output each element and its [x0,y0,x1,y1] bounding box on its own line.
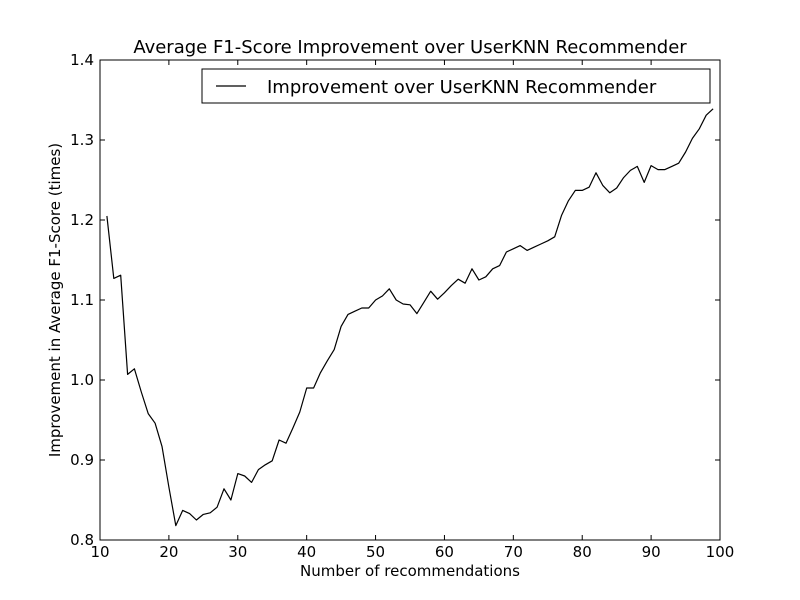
plot-frame [99,59,721,541]
x-axis-ticks: 10 20 30 40 50 60 70 80 90 100 [90,60,734,561]
legend-label: Improvement over UserKNN Recommender [267,77,657,98]
plot-area [100,60,720,540]
legend-box [201,68,711,104]
y-tick-label: 1.4 [70,51,94,69]
x-tick-label: 90 [642,543,661,561]
y-tick-label: 1.3 [70,131,94,149]
x-tick-label: 100 [706,543,735,561]
x-axis-title: Number of recommendations [300,562,520,580]
y-tick-label: 0.9 [70,451,94,469]
series-line [106,108,714,527]
x-tick-label: 50 [366,543,385,561]
y-axis-ticks: 0.8 0.9 1.0 1.1 1.2 1.3 1.4 [70,51,720,549]
legend: Improvement over UserKNN Recommender [201,68,711,104]
chart-title: Average F1-Score Improvement over UserKN… [133,37,687,58]
y-axis-title: Improvement in Average F1-Score (times) [46,143,64,457]
x-tick-label: 10 [90,543,109,561]
x-tick-label: 20 [159,543,178,561]
x-tick-label: 60 [435,543,454,561]
x-tick-label: 70 [504,543,523,561]
y-tick-label: 1.1 [70,291,94,309]
x-tick-label: 80 [573,543,592,561]
x-tick-label: 40 [297,543,316,561]
y-tick-label: 1.2 [70,211,94,229]
y-tick-label: 1.0 [70,371,94,389]
x-tick-label: 30 [228,543,247,561]
y-tick-label: 0.8 [70,531,94,549]
